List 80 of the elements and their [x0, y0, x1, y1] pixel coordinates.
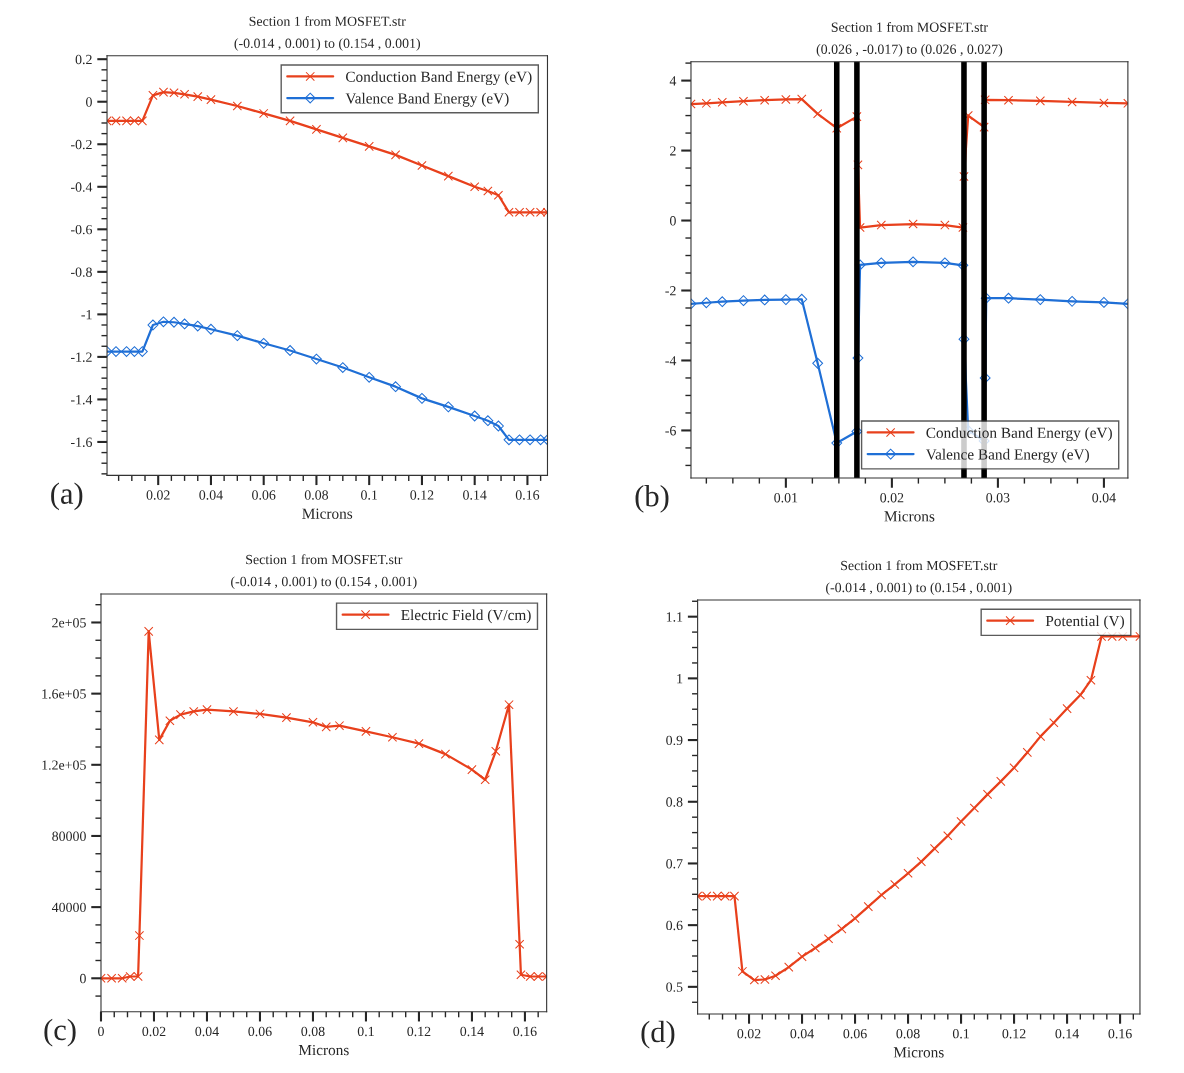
y-tick-label: -0.4: [70, 182, 93, 192]
legend-label: Valence Band Energy (eV): [925, 448, 1089, 463]
x-tick-label: 0: [98, 1026, 104, 1037]
x-tick-label: 0.02: [737, 1028, 761, 1039]
x-axis-title: Microns: [893, 1047, 944, 1058]
y-tick-label: -1.6: [70, 437, 93, 447]
y-tick-label: 1.6e+05: [42, 689, 86, 699]
x-tick-label: 0.02: [142, 1026, 166, 1037]
x-tick-label: 0.12: [1002, 1028, 1026, 1039]
y-tick-label: -0.2: [70, 139, 92, 150]
chart-subtitle: (-0.014 , 0.001) to (0.154 , 0.001): [231, 576, 417, 590]
y-tick-label: 0.9: [666, 735, 683, 746]
x-tick-label: 0.16: [513, 1026, 537, 1037]
y-tick-label: -4: [665, 356, 677, 366]
x-tick-label: 0.14: [463, 490, 487, 500]
x-tick-label: 0.06: [843, 1028, 867, 1039]
x-tick-label: 0.04: [195, 1026, 219, 1037]
x-tick-label: 0.12: [407, 1026, 431, 1037]
text: (c): [44, 1018, 76, 1047]
y-tick-label: 0.8: [666, 797, 683, 807]
x-axis-title: Microns: [298, 1044, 349, 1056]
x-tick-label: 0.04: [1092, 493, 1116, 503]
x-tick-label: 0.02: [880, 493, 904, 503]
chart-title: Section 1 from MOSFET.str: [831, 21, 988, 32]
x-tick-label: 0.14: [460, 1026, 484, 1037]
x-tick-label: 0.04: [199, 490, 223, 500]
y-tick-label: 2: [670, 146, 676, 156]
x-tick-label: 0.1: [357, 1026, 374, 1037]
legend-label: Electric Field (V/cm): [401, 609, 531, 624]
y-tick-label: 0: [80, 973, 86, 984]
legend-label: Valence Band Energy (eV): [345, 92, 509, 107]
x-tick-label: 0.1: [361, 490, 378, 500]
x-tick-label: 0.16: [515, 490, 540, 500]
x-tick-label: 0.08: [896, 1028, 920, 1039]
y-tick-label: 80000: [52, 831, 86, 841]
chart-subtitle: (-0.014 , 0.001) to (0.154 , 0.001): [234, 38, 420, 51]
y-tick-label: 0.7: [666, 859, 683, 869]
legend-label: Conduction Band Energy (eV): [926, 427, 1112, 442]
y-tick-label: -1.4: [70, 395, 93, 405]
text: (d): [641, 1020, 675, 1049]
x-tick-label: 0.06: [248, 1026, 272, 1037]
y-tick-label: 40000: [51, 902, 86, 913]
y-tick-label: 0.5: [666, 982, 683, 992]
legend-label: Conduction Band Energy (eV): [345, 71, 532, 86]
y-tick-label: 0: [86, 97, 92, 107]
chart-subtitle: (-0.014 , 0.001) to (0.154 , 0.001): [826, 582, 1012, 596]
x-tick-label: 0.03: [986, 493, 1010, 503]
chart-title: Section 1 from MOSFET.str: [249, 16, 406, 27]
x-tick-label: 0.06: [252, 490, 276, 500]
y-tick-label: -1: [81, 310, 92, 320]
y-tick-label: 1.1: [666, 612, 683, 622]
text: (b): [635, 484, 669, 513]
chart-subtitle: (0.026 , -0.017) to (0.026 , 0.027): [816, 44, 1003, 57]
y-tick-label: 0: [669, 216, 676, 226]
chart-title: Section 1 from MOSFET.str: [246, 554, 403, 565]
y-tick-label: 0.6: [666, 920, 683, 931]
y-tick-label: 4: [669, 76, 677, 86]
chart-title: Section 1 from MOSFET.str: [841, 560, 998, 571]
legend-label: Potential (V): [1045, 615, 1125, 630]
x-tick-label: 0.16: [1108, 1028, 1132, 1039]
x-tick-label: 0.12: [410, 490, 434, 500]
y-tick-label: -1.2: [70, 352, 92, 362]
y-tick-label: -2: [665, 286, 676, 296]
x-tick-label: 0.08: [304, 490, 329, 500]
y-tick-label: 0.2: [75, 54, 92, 65]
y-tick-label: -6: [665, 426, 676, 436]
x-tick-label: 0.14: [1055, 1028, 1080, 1039]
y-tick-label: 2e+05: [52, 618, 86, 628]
x-axis-title: Microns: [302, 508, 353, 519]
y-tick-label: 1.2e+05: [42, 760, 86, 770]
x-tick-label: 0.08: [301, 1026, 325, 1037]
y-tick-label: -0.8: [70, 267, 92, 277]
y-tick-label: -0.6: [70, 224, 93, 235]
x-tick-label: 0.04: [790, 1028, 814, 1039]
x-tick-label: 0.02: [146, 490, 170, 500]
y-tick-label: 1: [677, 674, 683, 684]
x-tick-label: 0.1: [952, 1028, 969, 1039]
x-axis-title: Microns: [884, 511, 935, 522]
text: (a): [51, 482, 83, 511]
x-tick-label: 0.01: [774, 493, 798, 503]
